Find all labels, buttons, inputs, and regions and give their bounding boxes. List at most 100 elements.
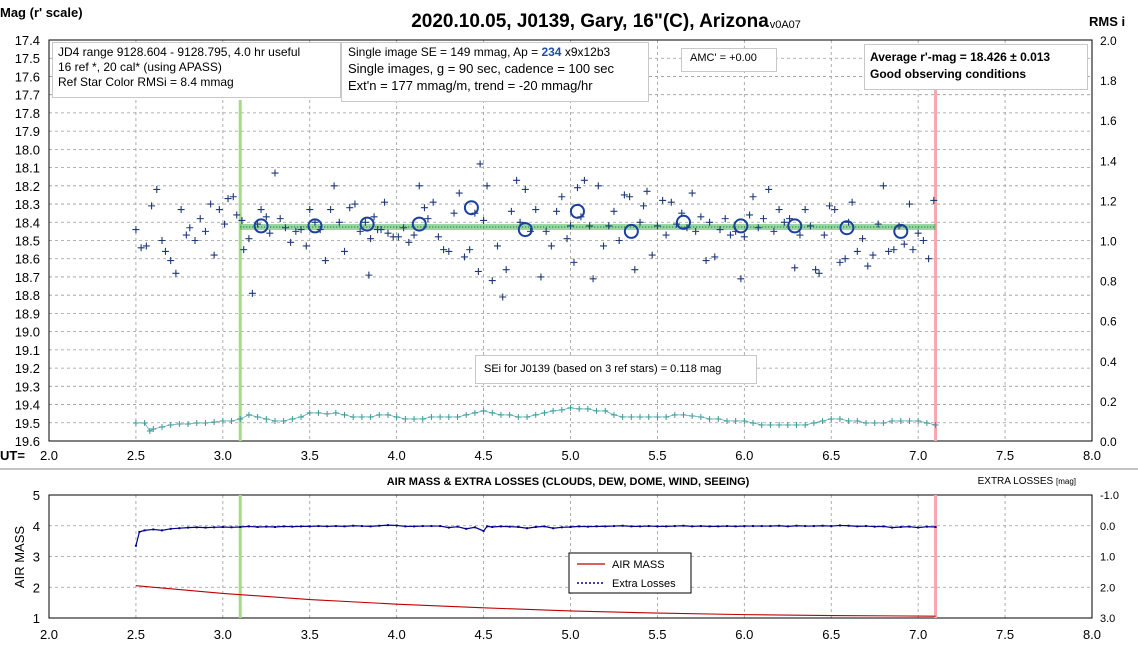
extra-losses-point xyxy=(682,524,685,527)
extra-losses-point xyxy=(725,525,728,528)
extra-losses-point xyxy=(847,524,850,527)
extra-losses-point xyxy=(673,525,676,528)
x-tick-label: 6.0 xyxy=(735,448,753,463)
single-image-point xyxy=(692,227,700,235)
lower-y2-tick-labels: -1.0 0.0 1.0 2.0 3.0 xyxy=(1100,490,1119,625)
average-circle xyxy=(569,203,585,219)
single-image-point xyxy=(172,269,180,277)
single-image-point xyxy=(909,246,917,254)
y-tick-label: 19.0 xyxy=(15,325,40,340)
single-image-point xyxy=(879,182,887,190)
single-image-point xyxy=(370,213,378,221)
y2-tick-label: 0.8 xyxy=(1100,275,1117,289)
lower-plot-area xyxy=(48,494,1093,619)
single-image-point xyxy=(424,215,432,223)
y2-tick-label: 1.8 xyxy=(1100,74,1117,88)
single-image-point xyxy=(167,257,175,265)
extra-losses-point xyxy=(334,525,337,528)
single-image-point xyxy=(302,242,310,250)
lower-series xyxy=(134,524,937,617)
single-image-point xyxy=(420,204,428,212)
single-image-point xyxy=(721,215,729,223)
extra-losses-point xyxy=(508,525,511,528)
single-image-point xyxy=(276,215,284,223)
x-tick-label: 2.5 xyxy=(127,448,145,463)
extra-losses-point xyxy=(812,525,815,528)
single-image-point xyxy=(142,242,150,250)
single-image-point xyxy=(796,231,804,239)
single-image-point xyxy=(716,226,724,234)
single-image-point xyxy=(341,247,349,255)
single-image-point xyxy=(460,253,468,261)
extra-losses-point xyxy=(639,525,642,528)
extra-losses-point xyxy=(404,525,407,528)
lower-y2-tick-label: 0.0 xyxy=(1100,521,1115,533)
extra-losses-point xyxy=(691,525,694,528)
extra-losses-point xyxy=(526,527,529,530)
single-image-point xyxy=(132,226,140,234)
x-axis-prefix: UT= xyxy=(0,448,25,463)
single-image-point xyxy=(335,218,343,226)
single-image-point xyxy=(711,253,719,261)
single-image-point xyxy=(636,218,644,226)
extra-losses-point xyxy=(804,525,807,528)
info-box-mid: Single image SE = 149 mmag, Ap = 234 x9x… xyxy=(341,42,649,102)
single-image-se-text: Single image SE = 149 mmag, Ap = 234 x9x… xyxy=(348,45,611,59)
single-image-point xyxy=(502,266,510,274)
single-image-point xyxy=(914,229,922,237)
legend-losses-label: Extra Losses xyxy=(612,578,676,590)
y-tick-label: 19.6 xyxy=(15,434,40,449)
average-circle xyxy=(733,218,749,234)
single-image-point xyxy=(240,246,248,254)
single-image-point xyxy=(415,182,423,190)
extra-losses-point xyxy=(282,525,285,528)
y-tick-label: 19.1 xyxy=(15,343,40,358)
extra-losses-point xyxy=(378,524,381,527)
single-image-point xyxy=(410,231,418,239)
single-image-point xyxy=(321,257,329,265)
single-image-point xyxy=(706,218,714,226)
lower-x-tick-label: 4.0 xyxy=(388,627,406,642)
rms-line xyxy=(135,407,936,432)
x-tick-label: 4.0 xyxy=(388,448,406,463)
single-image-point xyxy=(191,237,199,244)
x-tick-label: 6.5 xyxy=(822,448,840,463)
y-tick-label: 17.7 xyxy=(15,88,40,103)
chart-title: 2020.10.05, J0139, Gary, 16"(C), Arizona xyxy=(411,11,769,32)
single-image-point xyxy=(662,231,670,239)
single-image-point xyxy=(400,224,408,232)
single-image-point xyxy=(770,227,778,235)
extra-losses-point xyxy=(838,524,841,527)
x-tick-label: 5.5 xyxy=(648,448,666,463)
x-tick-label: 8.0 xyxy=(1083,448,1101,463)
extra-losses-point xyxy=(195,526,198,529)
lower-x-tick-labels: 2.0 2.5 3.0 3.5 4.0 4.5 5.0 5.5 6.0 6.5 7.0 7.5 8.0 xyxy=(40,627,1101,642)
single-image-point xyxy=(238,216,246,224)
extra-losses-point xyxy=(169,527,172,530)
single-image-point xyxy=(356,227,364,235)
single-image-point xyxy=(429,198,437,206)
extra-losses-point xyxy=(665,525,668,528)
lower-y-tick-label: 4 xyxy=(33,519,40,534)
single-image-point xyxy=(640,202,648,210)
single-image-point xyxy=(271,169,279,177)
lower-x-tick-label: 3.5 xyxy=(301,627,319,642)
lower-y2-tick-label: 3.0 xyxy=(1100,613,1115,625)
single-image-point xyxy=(287,238,295,246)
single-image-point xyxy=(351,200,359,208)
extra-losses-point xyxy=(569,525,572,528)
average-circle xyxy=(517,222,533,238)
y2-tick-label: 0.2 xyxy=(1100,395,1117,409)
y-tick-label: 17.6 xyxy=(15,69,40,84)
upper-start-end-markers xyxy=(238,84,938,441)
single-image-point xyxy=(659,196,667,204)
extra-losses-point xyxy=(138,530,141,533)
extra-losses-point xyxy=(604,525,607,528)
lower-x-tick-label: 2.5 xyxy=(127,627,145,642)
upper-y-tick-labels: 17.4 17.5 17.6 17.7 17.8 17.9 18.0 18.1 18.2 18.3… xyxy=(15,33,40,449)
single-image-point xyxy=(831,206,839,214)
extra-losses-point xyxy=(486,525,489,528)
single-image-point xyxy=(820,231,828,239)
extra-losses-point xyxy=(882,525,885,528)
single-image-point xyxy=(327,206,335,214)
